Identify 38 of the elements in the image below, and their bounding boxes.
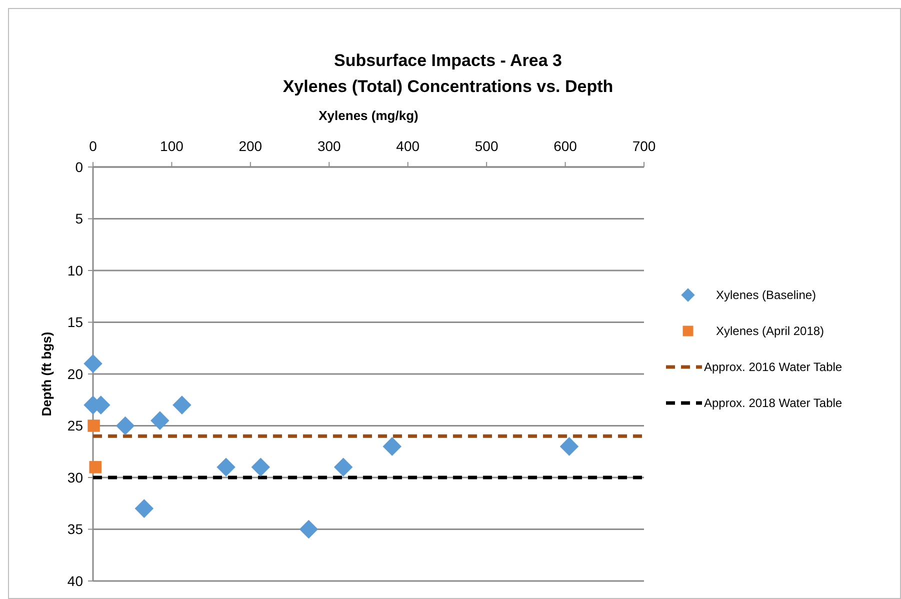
point bbox=[116, 416, 135, 436]
point bbox=[382, 437, 402, 456]
y-tick-label: 10 bbox=[67, 262, 84, 278]
x-tick-label: 0 bbox=[89, 138, 98, 154]
x-tick-label: 700 bbox=[632, 138, 656, 154]
y-tick-label: 40 bbox=[67, 572, 84, 589]
point bbox=[299, 520, 318, 539]
x-tick-label: 600 bbox=[554, 138, 578, 154]
y-tick-label: 0 bbox=[75, 158, 84, 175]
point bbox=[251, 458, 270, 477]
y-tick-label: 35 bbox=[67, 521, 84, 538]
legend-label: Approx. 2018 Water Table bbox=[704, 396, 842, 410]
point bbox=[134, 499, 154, 518]
y-axis-title: Depth (ft bgs) bbox=[39, 332, 54, 416]
point bbox=[89, 461, 102, 474]
x-tick-label: 300 bbox=[317, 138, 342, 154]
x-tick-label: 500 bbox=[474, 138, 498, 154]
legend-label: Xylenes (Baseline) bbox=[716, 288, 816, 302]
y-tick-label: 20 bbox=[67, 366, 84, 382]
x-tick-label: 400 bbox=[396, 138, 420, 154]
point bbox=[84, 354, 102, 374]
point bbox=[560, 437, 579, 456]
y-tick-label: 25 bbox=[67, 418, 84, 434]
y-tick-label: 30 bbox=[67, 469, 84, 486]
x-axis-title: Xylenes (mg/kg) bbox=[318, 108, 418, 123]
point bbox=[150, 411, 170, 430]
y-tick-label: 5 bbox=[75, 210, 84, 227]
legend-label: Approx. 2016 Water Table bbox=[704, 360, 842, 374]
point bbox=[88, 420, 100, 432]
legend-label: Xylenes (April 2018) bbox=[716, 324, 824, 338]
x-tick-label: 200 bbox=[238, 138, 262, 154]
x-tick-label: 100 bbox=[160, 138, 184, 154]
chart-title: Subsurface Impacts - Area 3 bbox=[334, 51, 562, 70]
chart-subtitle: Xylenes (Total) Concentrations vs. Depth bbox=[282, 77, 614, 96]
point bbox=[334, 458, 353, 477]
point bbox=[172, 396, 192, 414]
y-tick-label: 15 bbox=[67, 314, 84, 330]
point bbox=[216, 458, 236, 477]
